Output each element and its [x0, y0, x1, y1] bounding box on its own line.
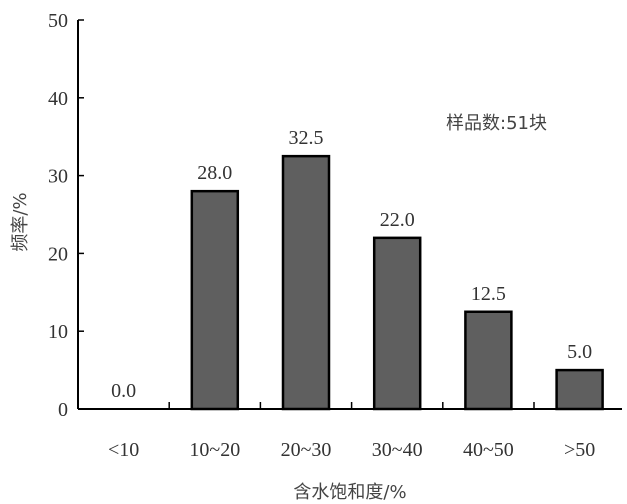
data-label: 32.5	[289, 127, 324, 149]
x-tick-label: <10	[108, 439, 139, 461]
x-tick-label: 30~40	[372, 439, 423, 461]
y-tick-label: 40	[48, 88, 68, 110]
x-tick-label: 40~50	[463, 439, 514, 461]
bar-20~30	[281, 154, 331, 411]
data-label: 12.5	[471, 283, 506, 305]
x-tick-label: 20~30	[281, 439, 332, 461]
bar-10~20	[190, 189, 240, 411]
y-tick-label: 0	[58, 399, 68, 421]
x-axis-title: 含水饱和度/%	[293, 482, 406, 503]
y-tick-label: 20	[48, 243, 68, 265]
bar-30~40	[372, 236, 422, 411]
y-tick-label: 30	[48, 166, 68, 188]
bar->50	[555, 368, 604, 411]
bar-40~50	[464, 310, 513, 411]
data-label: 5.0	[567, 341, 592, 363]
y-tick-label: 10	[48, 321, 68, 343]
data-label: 22.0	[380, 209, 415, 231]
y-axis-title: 频率/%	[10, 192, 31, 251]
data-label: 0.0	[111, 380, 136, 402]
annotation-sample-count: 样品数:51块	[446, 113, 547, 134]
data-label: 28.0	[197, 162, 232, 184]
x-tick-label: 10~20	[189, 439, 240, 461]
y-tick-label: 50	[48, 10, 68, 32]
x-tick-label: >50	[564, 439, 595, 461]
